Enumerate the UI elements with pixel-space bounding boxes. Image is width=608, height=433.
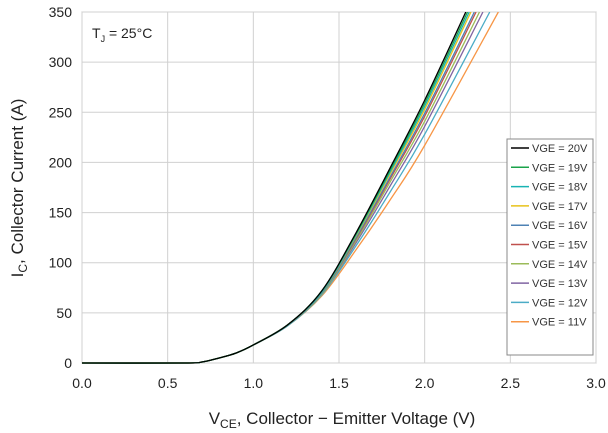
legend: VGE = 20V VGE = 19V VGE = 18V VGE = 17V VGE … (506, 138, 594, 356)
series-lines (82, 12, 499, 364)
legend-label: VGE = 11V (532, 317, 587, 329)
x-tick-labels: 0.0 0.5 1.0 1.5 2.0 2.5 3.0 (72, 375, 606, 391)
x-tick-label: 0.5 (158, 375, 178, 391)
legend-label: VGE = 17V (532, 201, 588, 213)
x-tick-label: 0.0 (72, 375, 92, 391)
legend-label: VGE = 14V (532, 259, 588, 271)
y-tick-label: 200 (49, 154, 73, 170)
tj-annotation: TJ = 25°C (92, 25, 152, 44)
legend-label: VGE = 15V (532, 240, 588, 252)
x-tick-label: 1.0 (244, 375, 264, 391)
y-tick-label: 350 (49, 4, 73, 20)
legend-label: VGE = 20V (532, 143, 588, 155)
series-line-20v (82, 12, 467, 364)
x-tick-label: 3.0 (586, 375, 606, 391)
x-axis-title: VCE, Collector − Emitter Voltage (V) (209, 409, 476, 431)
x-tick-label: 2.0 (415, 375, 435, 391)
legend-label: VGE = 18V (532, 182, 588, 194)
y-axis-title: IC, Collector Current (A) (8, 99, 30, 278)
y-tick-labels: 0 50 100 150 200 250 300 350 (49, 4, 73, 371)
legend-label: VGE = 19V (532, 162, 588, 174)
legend-box (506, 138, 594, 356)
y-tick-label: 300 (49, 54, 73, 70)
x-tick-label: 1.5 (329, 375, 349, 391)
y-tick-label: 150 (49, 205, 73, 221)
legend-label: VGE = 13V (532, 278, 588, 290)
legend-label: VGE = 16V (532, 220, 588, 232)
y-tick-label: 50 (56, 305, 72, 321)
legend-label: VGE = 12V (532, 297, 588, 309)
y-tick-label: 250 (49, 104, 73, 120)
x-tick-label: 2.5 (501, 375, 521, 391)
y-tick-label: 0 (64, 355, 72, 371)
y-tick-label: 100 (49, 255, 73, 271)
